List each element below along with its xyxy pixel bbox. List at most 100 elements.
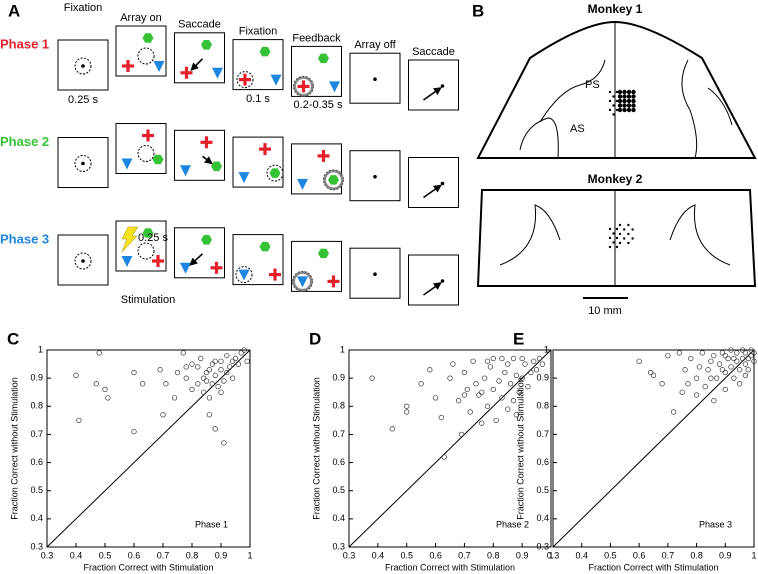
plot-frame	[348, 349, 552, 548]
electrode-site	[608, 236, 612, 240]
scatter-chart: 0.3 0.4 0.5 0.6 0.7 0.8 0.9 1 0.3 0.4 0.5 0.6 0.7 0.8…	[7, 329, 253, 572]
electrode-site	[617, 89, 623, 95]
fixation-point	[440, 279, 445, 283]
timing-label: Stimulation	[121, 294, 175, 306]
electrode-site	[626, 98, 632, 104]
triangle	[180, 262, 191, 274]
sulcus	[669, 204, 731, 266]
point	[427, 367, 433, 373]
y-axis-label: Fraction Correct without Stimulation	[515, 377, 525, 520]
x-axis-label: Fraction Correct with Stimulation	[83, 562, 213, 572]
point	[441, 454, 447, 460]
panel-a: A Phase 1 Fixation Array on Saccade Fixation…	[0, 1, 459, 306]
frame	[174, 129, 225, 181]
electrode-site	[618, 241, 622, 245]
trial-frame	[174, 32, 225, 84]
point	[734, 350, 740, 356]
electrode-site	[618, 223, 622, 227]
trial-frame	[408, 157, 459, 208]
x-tick-label: 1	[751, 550, 756, 560]
point	[479, 389, 485, 395]
trial-frame	[349, 247, 401, 299]
electrode-site	[622, 94, 627, 99]
plot-frame	[46, 349, 251, 548]
point	[676, 350, 682, 356]
point	[670, 409, 677, 415]
y-tick-label: 0.9	[536, 373, 549, 383]
fixation-window	[74, 57, 92, 75]
x-tick-label: 0.8	[487, 550, 500, 560]
region-label: PS	[585, 79, 600, 91]
triangle	[153, 61, 165, 72]
point	[722, 386, 728, 393]
x-tick-label: 0.4	[575, 550, 588, 560]
point	[432, 395, 439, 401]
frame	[57, 137, 109, 188]
point	[183, 375, 189, 381]
point	[507, 381, 514, 387]
electrode-site	[618, 232, 622, 236]
trial-frame	[174, 227, 225, 279]
point	[505, 361, 511, 367]
point	[102, 386, 108, 393]
point	[458, 431, 465, 438]
epoch-header: Saccade	[412, 46, 455, 58]
point	[742, 361, 749, 367]
point	[751, 350, 757, 356]
point	[203, 378, 210, 384]
x-tick-label: 0.9	[719, 550, 732, 560]
point	[728, 347, 734, 353]
y-tick-label: 0.4	[536, 513, 549, 523]
fixation-window	[137, 242, 155, 260]
point	[183, 364, 189, 370]
point	[73, 372, 79, 378]
electrode-site	[631, 94, 636, 99]
frame	[232, 136, 284, 188]
point	[215, 383, 221, 390]
point	[467, 409, 473, 415]
x-tick-label: 1	[548, 550, 553, 560]
electrode-site	[631, 237, 634, 240]
electrode-site	[626, 89, 632, 95]
x-tick-label: 0.5	[99, 550, 112, 560]
point	[742, 350, 749, 356]
trial-frame	[174, 129, 225, 181]
electrode-site	[622, 89, 627, 95]
panel-label: C	[7, 329, 19, 348]
region-label: AS	[570, 123, 585, 135]
point	[702, 383, 708, 390]
brain-outline	[476, 189, 757, 287]
point	[685, 381, 691, 387]
point	[93, 381, 99, 387]
cross	[243, 73, 247, 86]
point	[198, 355, 204, 362]
point	[160, 412, 166, 418]
sulcus	[707, 87, 733, 126]
point	[731, 355, 737, 362]
trial-frame	[232, 234, 284, 286]
point	[659, 381, 665, 387]
point	[195, 364, 201, 370]
point	[189, 386, 195, 393]
epoch-header: Saccade	[178, 19, 221, 31]
point	[725, 355, 731, 362]
triangle	[121, 158, 133, 170]
x-tick-label: 0.3	[343, 550, 356, 560]
saccade-arrow	[423, 282, 442, 296]
frame	[408, 254, 459, 306]
trial-frame	[115, 123, 167, 174]
phase-label: Phase 2	[0, 134, 49, 149]
saccade-arrow	[423, 184, 442, 199]
epoch-header: Feedback	[292, 32, 341, 44]
electrode-site	[617, 107, 623, 113]
point	[189, 361, 195, 367]
point	[195, 381, 201, 387]
frame	[408, 59, 459, 111]
point	[728, 364, 734, 370]
point	[745, 367, 751, 373]
hexagon	[259, 241, 271, 252]
trial-frame	[408, 59, 459, 111]
y-tick-label: 0.8	[30, 401, 43, 411]
point	[650, 372, 657, 378]
